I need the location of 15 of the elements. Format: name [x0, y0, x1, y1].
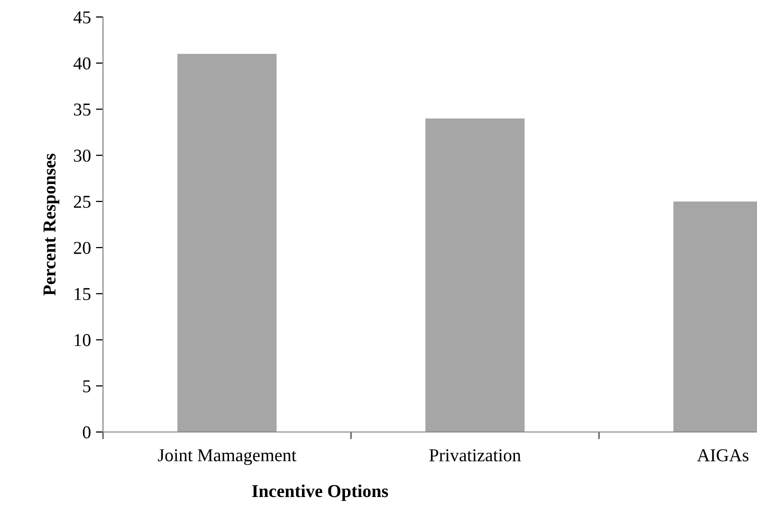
- y-tick-label: 15: [74, 288, 90, 300]
- y-axis-title: Percent Responses: [44, 154, 60, 296]
- x-tick-label: Privatization: [429, 449, 521, 462]
- y-tick-label: 0: [82, 426, 91, 438]
- x-axis-title: Incentive Options: [252, 484, 388, 501]
- y-tick-label: 35: [74, 104, 90, 116]
- y-tick-label: 40: [73, 57, 91, 70]
- y-tick-label: 45: [73, 11, 90, 24]
- y-tick-label: 25: [74, 196, 90, 208]
- y-tick-label: 10: [74, 334, 91, 346]
- y-tick-label: 20: [74, 242, 91, 254]
- y-tick-label: 30: [74, 150, 91, 162]
- y-tick-label: 5: [83, 380, 90, 392]
- x-tick-label: AIGAs: [697, 449, 748, 462]
- x-tick-label: Joint Mamagement: [158, 449, 296, 466]
